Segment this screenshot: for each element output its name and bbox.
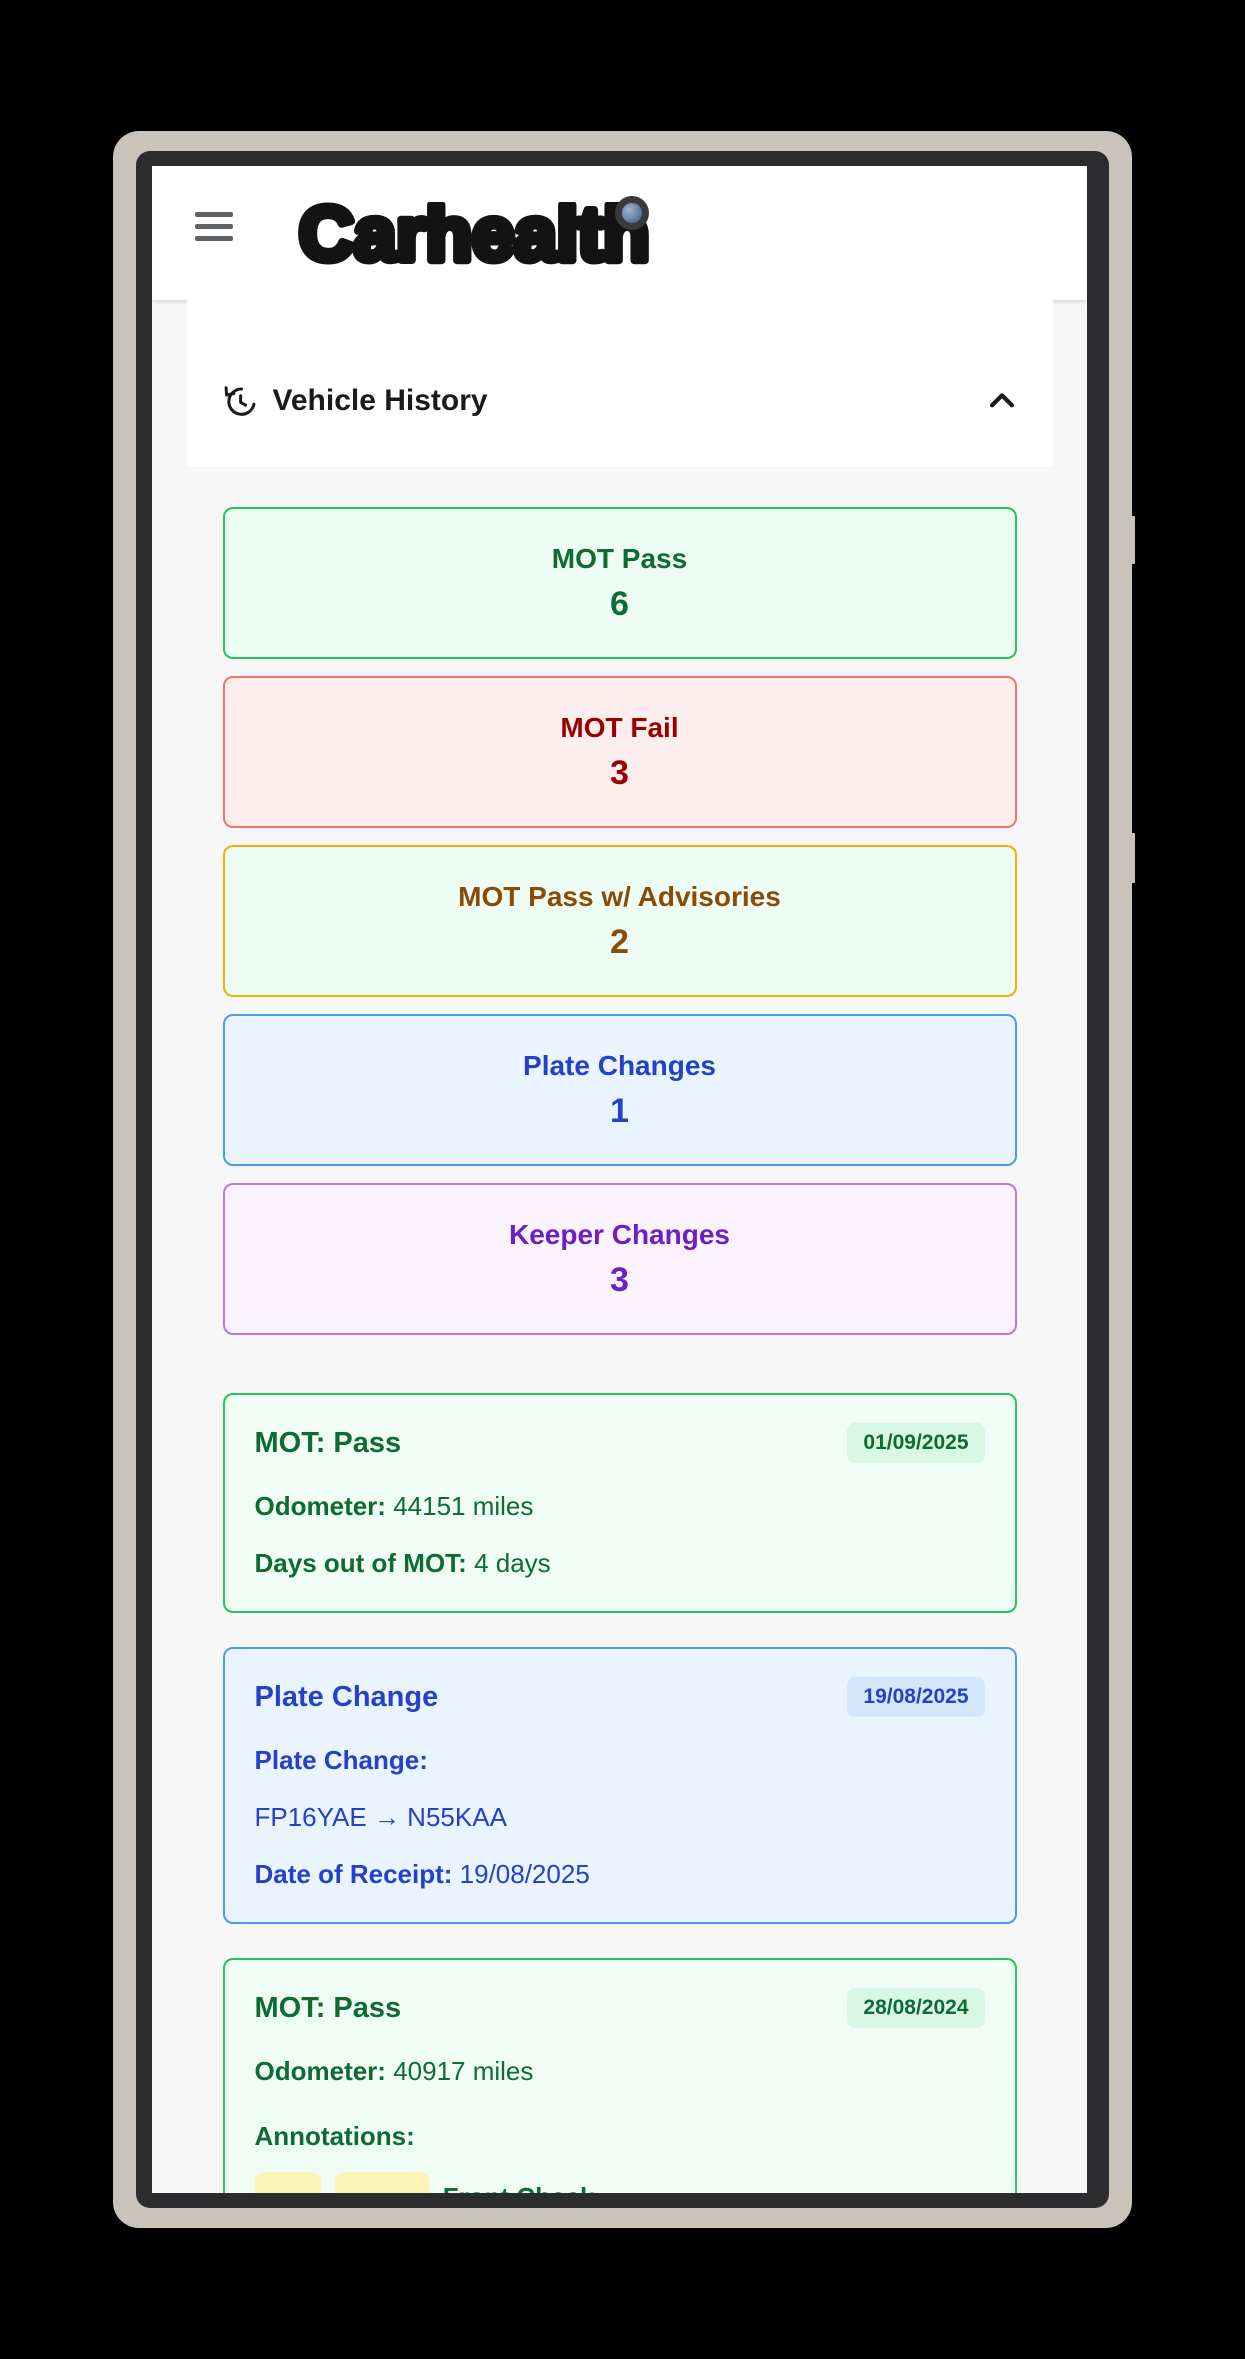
svg-text:Carhealth: Carhealth <box>299 202 650 277</box>
